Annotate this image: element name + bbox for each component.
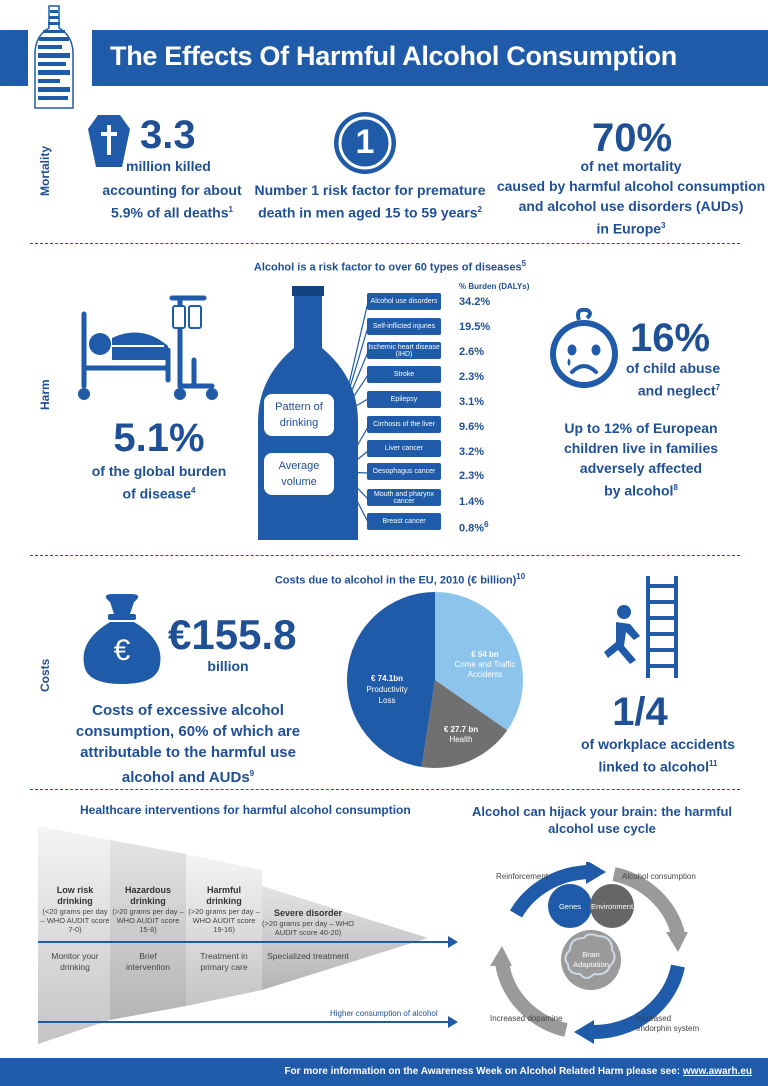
workplace-desc: of workplace accidents linked to alcohol… (580, 736, 736, 775)
disease-stroke: Stroke (367, 366, 441, 383)
disease-value: 2.3% (459, 371, 485, 383)
divider (30, 789, 740, 790)
workplace-value: 1/4 (612, 690, 668, 734)
burden-header: % Burden (DALYs) (459, 282, 530, 291)
mortality-stat-unit: million killed (126, 158, 211, 174)
stage-low-risk-intervention: Monitor your drinking (51, 951, 99, 972)
stage-severe: Severe disorder (>20 grams per day – WHO… (262, 908, 354, 937)
diseases-title: Alcohol is a risk factor to over 60 type… (253, 259, 527, 274)
hospital-bed-icon (76, 290, 226, 407)
ladder-fall-icon (604, 572, 682, 687)
stage-harmful-intervention: Treatment in primary care (200, 951, 248, 972)
cycle-environment: Environment (590, 902, 634, 911)
footer-link[interactable]: www.awarh.eu (682, 1066, 752, 1077)
stage-harmful: Harmful drinking (>20 grams per day – WH… (188, 885, 260, 934)
pie-slice (346, 592, 435, 767)
disease-alcohol-use-disorders: Alcohol use disorders (367, 293, 441, 310)
disease-liver-cancer: Liver cancer (367, 440, 441, 457)
number-one-icon: 1 (332, 110, 398, 181)
footer-bar: For more information on the Awareness We… (0, 1058, 768, 1086)
pie-label-health: € 27.7 bn Health (443, 725, 479, 744)
divider (30, 555, 740, 556)
pie-label-productivity: € 74.1bn Productivity Loss (366, 674, 408, 705)
net-mortality-value: 70% (591, 116, 673, 160)
disease-self-inflicted-injuries: Self-inflicted injuries (367, 318, 441, 335)
disease-value: 0.8%6 (459, 520, 489, 535)
euro-symbol: € (113, 634, 131, 667)
interventions-title: Healthcare interventions for harmful alc… (80, 803, 411, 817)
disease-value: 1.4% (459, 496, 485, 508)
risk-factor-desc: Number 1 risk factor for premature death… (254, 182, 486, 221)
disease-value: 19.5% (459, 321, 491, 333)
global-burden-value: 5.1% (113, 416, 205, 460)
costs-pie-chart (345, 590, 525, 770)
section-label-costs: Costs (38, 658, 52, 692)
stage-low-risk: Low risk drinking (<20 grams per day – W… (40, 885, 110, 934)
coffin-icon (86, 113, 132, 174)
header-accent (0, 30, 28, 86)
disease-breast-cancer: Breast cancer (367, 513, 441, 530)
child-abuse-desc: of child abuse and neglect7 (626, 360, 721, 399)
brain-cycle-title: Alcohol can hijack your brain: the harmf… (471, 804, 733, 836)
interventions-funnel (38, 822, 462, 1049)
footer-text: For more information on the Awareness We… (284, 1066, 752, 1077)
child-abuse-value: 16% (630, 316, 711, 360)
pie-slice (421, 680, 508, 768)
total-cost-unit: billion (207, 658, 249, 674)
disease-epilepsy: Epilepsy (367, 391, 441, 408)
number-one-text: 1 (355, 123, 375, 161)
net-mortality-desc: of net mortality caused by harmful alcoh… (496, 158, 766, 237)
disease-mouth-pharynx-cancer: Mouth and pharynx cancer (367, 489, 441, 506)
crying-child-icon (545, 307, 623, 397)
total-cost-value: €155.8 (168, 611, 297, 658)
global-burden-desc: of the global burden of disease4 (91, 463, 227, 502)
page-title: The Effects Of Harmful Alcohol Consumpti… (110, 41, 677, 71)
cycle-adaptation: Brain Adaptation (573, 950, 609, 969)
cycle-consumption: Alcohol consumption (622, 872, 696, 881)
money-bag-icon: € (80, 592, 164, 693)
stage-severe-intervention: Specialized treatment (267, 951, 349, 961)
mortality-stat-desc: accounting for about 5.9% of all deaths1 (102, 182, 242, 221)
cycle-endorphin: Increased endorphin system (636, 1014, 700, 1033)
stage-hazardous: Hazardous drinking (>20 grams per day – … (112, 885, 184, 934)
brain-cycle-diagram (482, 860, 698, 1057)
disease-cirrhosis: Cirrhosis of the liver (367, 416, 441, 433)
cycle-reinforcement: Reinforcement (496, 872, 549, 881)
children-families-desc: Up to 12% of European children live in f… (563, 420, 719, 499)
cycle-dopamine: Increased dopamine (490, 1014, 563, 1023)
disease-value: 34.2% (459, 296, 491, 308)
section-label-mortality: Mortality (38, 145, 52, 196)
disease-value: 3.2% (459, 446, 485, 458)
mortality-stat-value: 3.3 (140, 113, 196, 157)
pie-label-crime: € 54 bn Crime and Traffic Accidents (454, 650, 516, 679)
disease-value: 9.6% (459, 421, 485, 433)
divider (30, 243, 740, 244)
consumption-axis-label: Higher consumption of alcohol (330, 1009, 438, 1018)
logo-bottle-icon (34, 4, 74, 110)
cycle-genes: Genes (558, 902, 582, 911)
bottle-label-pattern: Pattern of drinking (264, 394, 334, 436)
costs-desc: Costs of excessive alcohol consumption, … (75, 702, 301, 786)
disease-oesophagus-cancer: Oesophagus cancer (367, 463, 441, 480)
bottle-label-volume: Average volume (264, 453, 334, 495)
disease-value: 2.3% (459, 470, 485, 482)
costs-title: Costs due to alcohol in the EU, 2010 (€ … (274, 572, 526, 587)
stage-hazardous-intervention: Brief intervention (126, 951, 170, 972)
disease-value: 3.1% (459, 396, 485, 408)
header-bar: The Effects Of Harmful Alcohol Consumpti… (92, 30, 768, 86)
disease-ischemic-heart-disease: Ischemic heart disease (IHD) (367, 342, 441, 359)
section-label-harm: Harm (38, 379, 52, 410)
pie-slice (435, 592, 523, 731)
disease-value: 2.6% (459, 346, 485, 358)
